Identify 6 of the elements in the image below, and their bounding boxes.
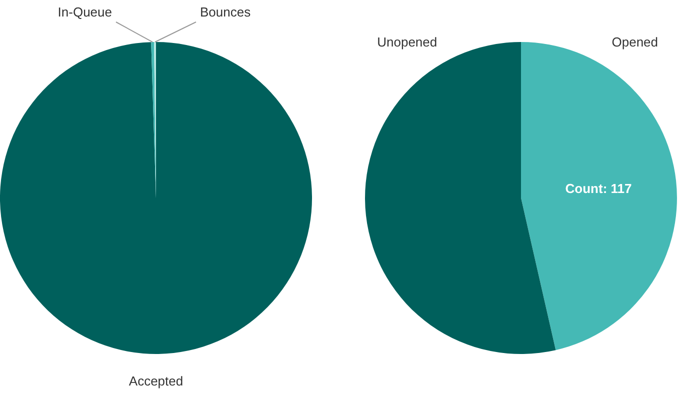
slice-label: Opened [612,34,658,50]
slice-label: In-Queue [58,4,112,20]
slice-label: Unopened [377,34,438,50]
data-label: Count: 117 [565,180,632,196]
slice-label: Bounces [200,4,252,20]
slice-label: Accepted [128,374,184,389]
